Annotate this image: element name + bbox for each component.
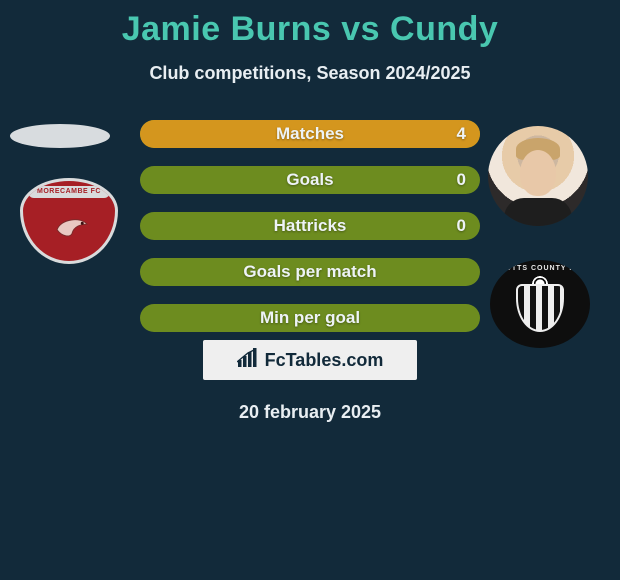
page-subtitle: Club competitions, Season 2024/2025 [0, 63, 620, 84]
shield-icon: MORECAMBE FC [20, 178, 118, 264]
avatar-face [520, 150, 556, 196]
bar-chart-icon [237, 348, 261, 373]
right-player-photo [488, 126, 588, 226]
stat-row: Goals 0 [140, 166, 480, 194]
stat-row-label: Matches [276, 124, 344, 144]
stat-row-label: Min per goal [260, 308, 360, 328]
stat-row: Matches 4 [140, 120, 480, 148]
footer-date: 20 february 2025 [0, 402, 620, 423]
stat-row-label: Goals [286, 170, 333, 190]
left-player-photo-placeholder [10, 124, 110, 148]
right-club-crest: NOTTS COUNTY FC [490, 260, 590, 348]
stat-row: Goals per match [140, 258, 480, 286]
stat-row: Min per goal [140, 304, 480, 332]
striped-shield-icon [516, 284, 564, 332]
watermark-text: FcTables.com [265, 350, 384, 371]
crest-oval: NOTTS COUNTY FC [490, 260, 590, 348]
watermark-badge: FcTables.com [203, 340, 417, 380]
page-title: Jamie Burns vs Cundy [0, 0, 620, 49]
stat-row-label: Goals per match [243, 262, 376, 282]
stat-row-label: Hattricks [274, 216, 347, 236]
stat-row: Hattricks 0 [140, 212, 480, 240]
avatar-torso [504, 198, 572, 226]
shrimp-icon [53, 213, 91, 241]
stat-row-right-value: 0 [457, 216, 466, 236]
left-club-crest-text: MORECAMBE FC [28, 186, 110, 198]
stat-row-right-value: 0 [457, 170, 466, 190]
stat-row-right-value: 4 [457, 124, 466, 144]
left-club-crest: MORECAMBE FC [20, 178, 118, 264]
